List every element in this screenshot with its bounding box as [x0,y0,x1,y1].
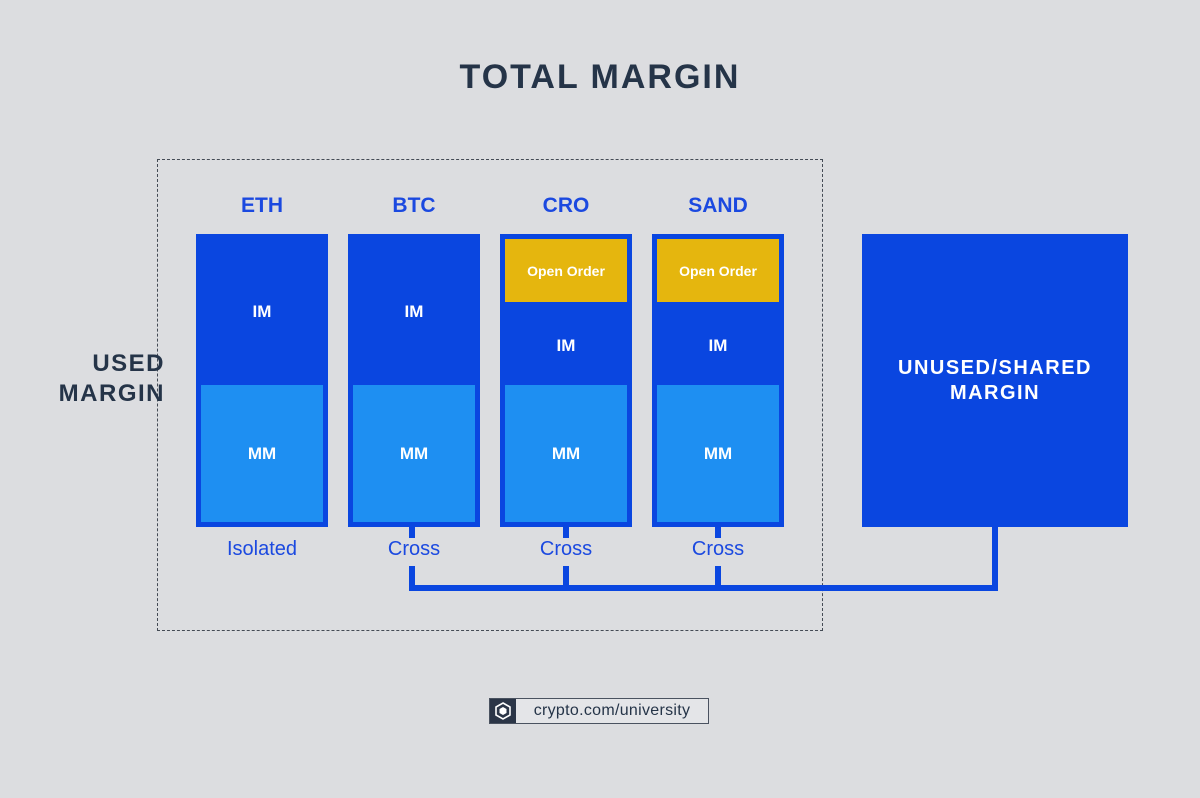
mm-label: MM [399,443,429,463]
margin-column-eth: IM MM [196,234,328,527]
footer-url: crypto.com/university [533,702,691,719]
open-order-block: Open Order [505,239,627,302]
connector-cro [563,566,569,588]
im-label: IM [708,336,728,355]
open-order-label: Open Order [527,262,605,279]
margin-column-btc: IM MM [348,234,480,527]
mm-block: MM [353,385,475,522]
connector-btc-top [409,527,415,538]
mm-block: MM [657,385,779,522]
coin-label-sand: SAND [688,194,748,217]
crypto-com-logo-icon [490,699,516,723]
margin-mode-cro: Cross [539,538,593,560]
coin-label-btc: BTC [392,194,436,217]
connector-sand-top [715,527,721,538]
im-label: IM [404,302,424,321]
connector-sand [715,566,721,588]
used-margin-label-line2: MARGIN [58,380,165,407]
used-margin-label: USED MARGIN [40,349,165,409]
unused-label-line1: UNUSED/SHARED [898,356,1092,379]
mm-label: MM [247,443,277,463]
mm-label: MM [703,443,733,463]
mm-label: MM [551,443,581,463]
im-label: IM [556,336,576,355]
unused-label-line2: MARGIN [949,381,1041,404]
connector-cro-top [563,527,569,538]
diagram-title: TOTAL MARGIN [459,58,741,96]
margin-column-cro: Open Order IM MM [500,234,632,527]
coin-label-cro: CRO [542,194,590,217]
footer-brand: crypto.com/university [489,698,709,724]
open-order-label: Open Order [679,262,757,279]
mm-block: MM [201,385,323,522]
im-label: IM [252,302,272,321]
connector-btc [409,566,415,588]
open-order-block: Open Order [657,239,779,302]
mm-block: MM [505,385,627,522]
margin-mode-sand: Cross [691,538,745,560]
unused-shared-margin-block: UNUSED/SHARED MARGIN [862,234,1128,527]
margin-mode-eth: Isolated [226,538,298,560]
connector-horizontal-bus [409,585,998,591]
coin-label-eth: ETH [241,194,283,217]
margin-column-sand: Open Order IM MM [652,234,784,527]
margin-mode-btc: Cross [387,538,441,560]
used-margin-label-line1: USED [92,350,165,377]
used-margin-dashed-box [157,159,823,631]
connector-unused [992,527,998,588]
